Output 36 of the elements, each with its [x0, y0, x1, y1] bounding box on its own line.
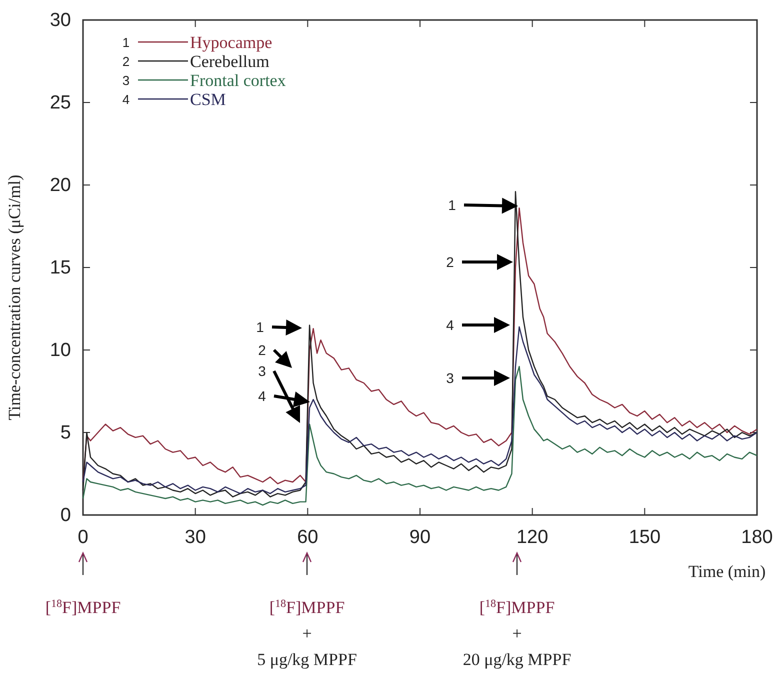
x-tick-label: 90: [409, 527, 431, 548]
y-tick-label: 30: [50, 10, 71, 31]
annotation: 3: [258, 363, 266, 379]
text: [$^{18}$F]MPPF + 20 μg/kg MPPF: [462, 598, 572, 669]
text: [$^{18}$F]MPPF + 5 μg/kg MPPF: [257, 598, 357, 669]
x-tick-label: 60: [297, 527, 318, 548]
annotation: 1: [122, 35, 130, 50]
x-tick-label: 150: [628, 527, 661, 548]
x-tick-label: 0: [78, 527, 88, 548]
y-tick-label: 10: [50, 340, 71, 361]
annotation: 2: [122, 54, 130, 69]
annotation: 4: [446, 317, 454, 333]
annotation: 4: [258, 388, 266, 404]
y-tick-label: 5: [60, 422, 71, 444]
annotation: 3: [446, 370, 454, 386]
x-tick-label: 180: [741, 527, 773, 548]
y-tick-label: 20: [50, 175, 71, 196]
annotation: 1: [256, 319, 264, 335]
legend-label: Cerebellum: [190, 52, 270, 71]
annotation: 3: [122, 73, 130, 88]
y-tick-label: 0: [60, 505, 71, 526]
x-tick-label: 30: [184, 527, 206, 548]
annotation: 2: [258, 342, 266, 358]
y-tick-label: 25: [50, 92, 71, 114]
legend-label: CSM: [190, 90, 226, 109]
legend-label: Frontal cortex: [190, 71, 286, 90]
x-axis-title: Time (min): [688, 562, 766, 581]
annotation: 2: [446, 254, 454, 270]
line-series: [82, 366, 758, 506]
y-tick-label: 15: [50, 258, 71, 278]
annotation: 4: [122, 92, 130, 107]
legend-label: Hypocampe: [190, 33, 272, 52]
annotation: 1: [448, 197, 456, 213]
text: [$^{18}$F]MPPF: [45, 598, 121, 617]
y-axis-title: Time-concentration curves (μCi/ml): [5, 174, 24, 420]
x-tick-label: 120: [516, 527, 548, 548]
